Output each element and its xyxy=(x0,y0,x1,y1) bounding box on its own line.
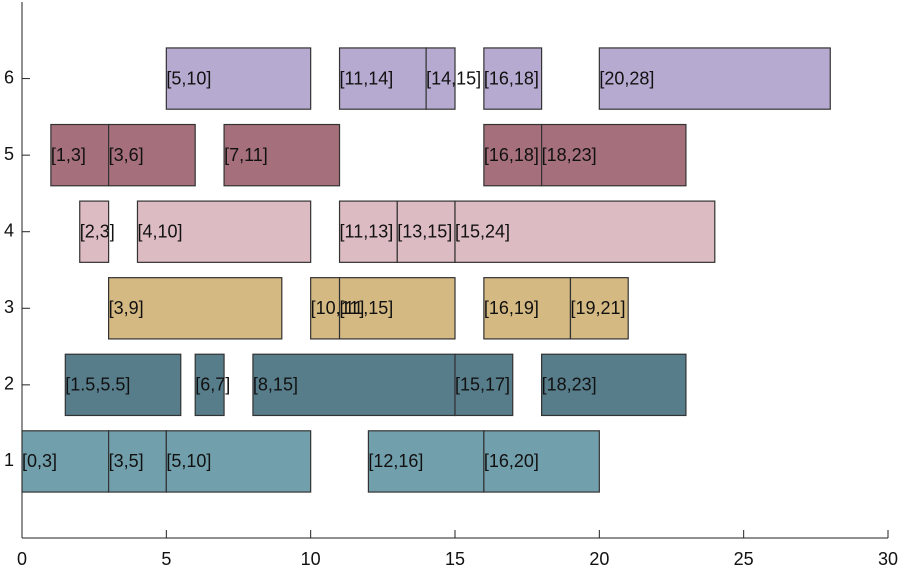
interval-label: [1.5,5.5] xyxy=(65,375,130,395)
interval-label: [4,10] xyxy=(137,221,182,241)
interval-bar xyxy=(194,353,225,417)
x-tick-label: 15 xyxy=(445,549,465,569)
interval-bar xyxy=(338,47,427,110)
y-tick-label: 6 xyxy=(4,67,14,87)
interval-bar xyxy=(136,200,312,263)
interval-bar xyxy=(483,430,600,493)
interval-label: [1,3] xyxy=(51,145,86,165)
interval-label: [16,18] xyxy=(484,68,539,88)
interval-label: [19,21] xyxy=(570,298,625,318)
interval-label: [13,15] xyxy=(397,221,452,241)
interval-bar xyxy=(454,200,716,263)
interval-label: [10,11] xyxy=(311,298,365,318)
interval-label: [20,28] xyxy=(599,68,654,88)
interval-bar xyxy=(483,277,572,340)
interval-label: [16,19] xyxy=(484,298,539,318)
x-tick-label: 25 xyxy=(734,549,754,569)
interval-label: [3,5] xyxy=(109,451,144,471)
y-tick-label: 1 xyxy=(4,450,14,470)
interval-bar xyxy=(165,430,312,493)
interval-label: [6,7] xyxy=(195,375,230,395)
interval-label: [11,15] xyxy=(340,298,394,318)
interval-bar xyxy=(483,47,543,110)
interval-bar xyxy=(223,123,341,187)
interval-bar xyxy=(483,123,543,187)
interval-label: [15,24] xyxy=(455,221,510,241)
interval-label: [5,10] xyxy=(166,451,211,471)
interval-bar xyxy=(367,430,485,493)
x-tick-label: 0 xyxy=(17,549,27,569)
y-tick-label: 3 xyxy=(4,297,14,317)
interval-label: [14,15] xyxy=(426,68,481,88)
interval-label: [5,10] xyxy=(166,68,211,88)
interval-bar xyxy=(107,123,196,187)
interval-bar xyxy=(252,353,456,417)
x-tick-label: 30 xyxy=(878,549,898,569)
interval-bar xyxy=(338,200,398,263)
x-tick-label: 10 xyxy=(301,549,321,569)
interval-bar xyxy=(569,277,629,340)
interval-bar xyxy=(454,353,514,417)
interval-label: [12,16] xyxy=(368,451,423,471)
interval-bar xyxy=(338,277,456,340)
interval-label: [16,20] xyxy=(484,451,539,471)
interval-bar xyxy=(425,47,456,110)
interval-label: [18,23] xyxy=(542,375,597,395)
interval-bar xyxy=(540,123,687,187)
interval-bar xyxy=(165,47,312,110)
interval-label: [7,11] xyxy=(224,145,268,165)
x-tick-label: 5 xyxy=(161,549,171,569)
interval-bar xyxy=(79,200,110,263)
interval-bar xyxy=(21,430,110,493)
interval-label: [2,3] xyxy=(80,221,115,241)
y-tick-label: 2 xyxy=(4,374,14,394)
interval-label: [15,17] xyxy=(455,375,510,395)
interval-label: [11,13] xyxy=(340,221,394,241)
interval-bar xyxy=(310,277,341,340)
interval-label: [3,6] xyxy=(109,145,144,165)
x-tick-label: 20 xyxy=(589,549,609,569)
interval-bar xyxy=(598,47,831,110)
interval-label: [8,15] xyxy=(253,375,298,395)
interval-bar xyxy=(64,353,182,417)
interval-bar xyxy=(107,277,283,340)
interval-bar xyxy=(50,123,110,187)
interval-bar xyxy=(540,353,687,417)
y-tick-label: 4 xyxy=(4,220,14,240)
interval-label: [16,18] xyxy=(484,145,539,165)
interval-label: [18,23] xyxy=(542,145,597,165)
interval-label: [3,9] xyxy=(109,298,144,318)
interval-label: [11,14] xyxy=(340,68,394,88)
interval-label: [0,3] xyxy=(22,451,57,471)
y-tick-label: 5 xyxy=(4,144,14,164)
